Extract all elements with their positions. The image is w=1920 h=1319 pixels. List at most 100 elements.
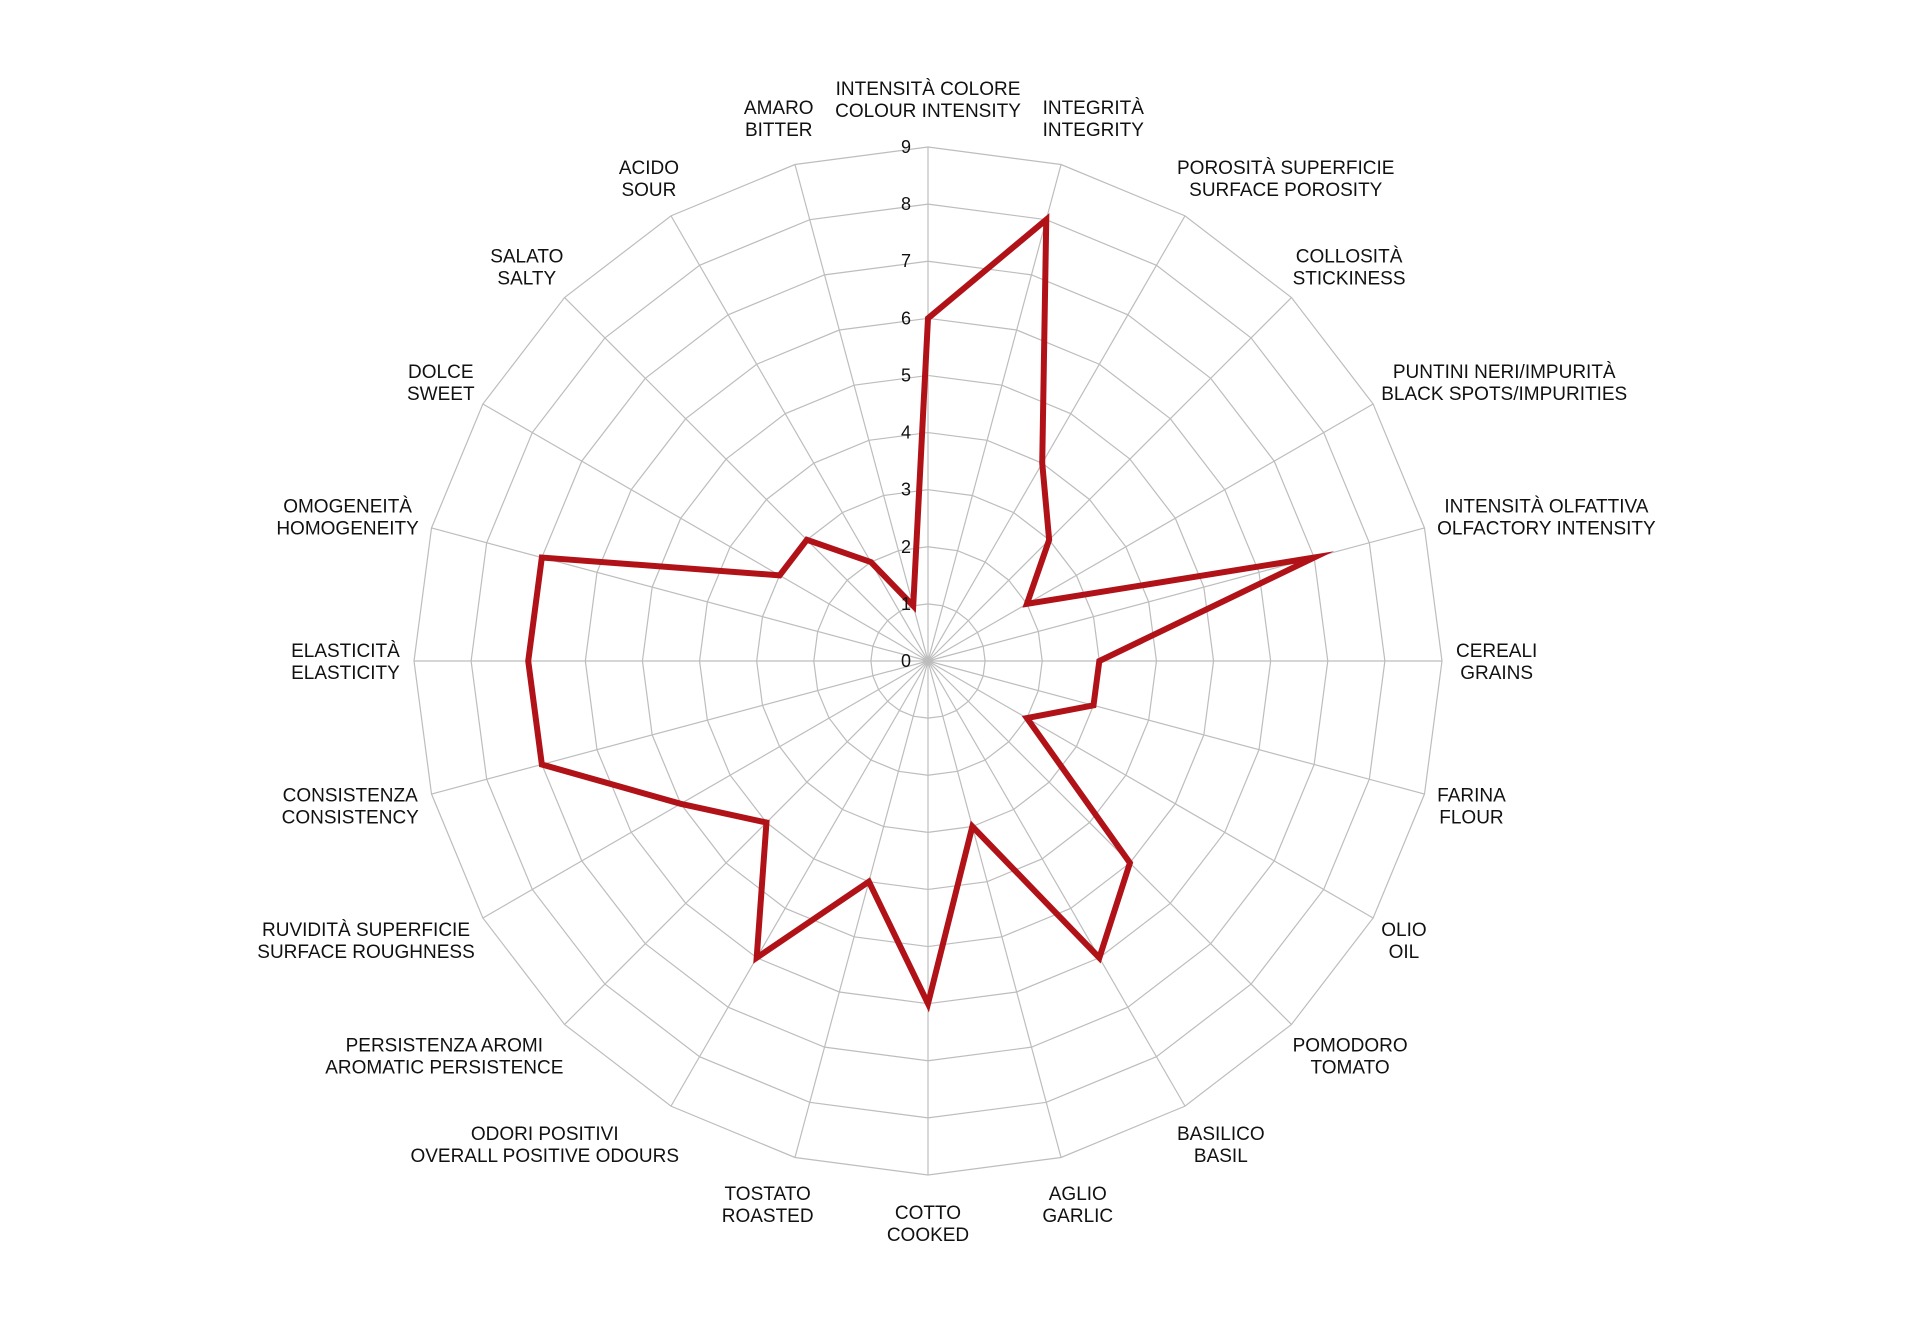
grid-spoke-22 <box>671 216 928 661</box>
axis-label-line: STICKINESS <box>1293 268 1406 289</box>
series-layer <box>528 220 1314 1004</box>
axis-label-line: SURFACE ROUGHNESS <box>257 942 474 963</box>
axis-label-line: AGLIO <box>1049 1184 1107 1205</box>
grid-spoke-13 <box>795 661 928 1157</box>
axis-label-line: OIL <box>1389 942 1420 963</box>
tick-label-6: 6 <box>901 308 911 328</box>
axis-label-line: FLOUR <box>1439 807 1503 828</box>
axis-label-line: DOLCE <box>408 362 473 383</box>
axis-label-line: ELASTICITÀ <box>291 641 400 662</box>
axis-label-line: BITTER <box>745 120 813 141</box>
grid-spoke-19 <box>432 528 928 661</box>
grid-layer <box>414 147 1442 1175</box>
grid-spoke-8 <box>928 661 1373 918</box>
axis-label-line: CONSISTENZA <box>283 785 418 806</box>
tick-label-4: 4 <box>901 423 911 443</box>
axis-label-line: COLLOSITÀ <box>1296 246 1403 267</box>
tick-label-1: 1 <box>901 594 911 614</box>
axis-label-line: BASIL <box>1194 1146 1248 1167</box>
tick-label-0: 0 <box>901 651 911 671</box>
axis-label-line: PUNTINI NERI/IMPURITÀ <box>1393 362 1616 383</box>
grid-spoke-3 <box>928 298 1291 661</box>
axis-label-line: OMOGENEITÀ <box>283 497 412 518</box>
tick-label-9: 9 <box>901 137 911 157</box>
grid-spoke-9 <box>928 661 1291 1024</box>
axis-label-line: INTEGRITY <box>1043 120 1145 141</box>
axis-label-line: BASILICO <box>1177 1124 1265 1145</box>
grid-spoke-23 <box>795 165 928 661</box>
grid-spoke-15 <box>565 661 928 1024</box>
axis-label-line: SURFACE POROSITY <box>1189 180 1383 201</box>
axis-label-line: INTENSITÀ COLORE <box>836 79 1021 100</box>
grid-spoke-5 <box>928 528 1424 661</box>
axis-label-line: POMODORO <box>1293 1036 1408 1057</box>
grid-spoke-4 <box>928 404 1373 661</box>
tick-label-8: 8 <box>901 194 911 214</box>
axis-label-line: OLIO <box>1381 920 1426 941</box>
axis-label-line: PERSISTENZA AROMI <box>346 1036 543 1057</box>
axis-label-line: INTEGRITÀ <box>1043 98 1145 119</box>
axis-label-line: SALTY <box>497 268 556 289</box>
axis-label-line: ODORI POSITIVI <box>471 1124 619 1145</box>
axis-label-line: SWEET <box>407 384 475 405</box>
axis-label-line: CONSISTENCY <box>282 807 420 828</box>
axis-label-line: INTENSITÀ OLFATTIVA <box>1444 497 1648 518</box>
axis-label-line: COTTO <box>895 1203 961 1224</box>
grid-spoke-17 <box>432 661 928 794</box>
axis-label-line: ROASTED <box>722 1206 814 1227</box>
axis-label-line: SALATO <box>490 246 563 267</box>
axis-label-line: HOMOGENEITY <box>276 519 419 540</box>
tick-label-7: 7 <box>901 251 911 271</box>
axis-label-line: AROMATIC PERSISTENCE <box>325 1058 563 1079</box>
axis-label-line: OVERALL POSITIVE ODOURS <box>410 1146 679 1167</box>
grid-spoke-20 <box>483 404 928 661</box>
axis-label-line: COLOUR INTENSITY <box>835 101 1021 122</box>
axis-label-line: POROSITÀ SUPERFICIE <box>1177 158 1394 179</box>
tick-label-2: 2 <box>901 537 911 557</box>
axis-label-line: GRAINS <box>1460 663 1533 684</box>
axis-label-line: SOUR <box>621 180 676 201</box>
series-line-0 <box>528 220 1314 1004</box>
tick-label-3: 3 <box>901 480 911 500</box>
axis-label-line: OLFACTORY INTENSITY <box>1437 519 1656 540</box>
axis-label-line: CEREALI <box>1456 641 1537 662</box>
axis-label-line: RUVIDITÀ SUPERFICIE <box>262 920 470 941</box>
axis-label-line: COOKED <box>887 1225 969 1246</box>
grid-spoke-14 <box>671 661 928 1106</box>
grid-spoke-21 <box>565 298 928 661</box>
axis-label-line: GARLIC <box>1042 1206 1113 1227</box>
grid-spoke-16 <box>483 661 928 918</box>
axis-label-line: TOSTATO <box>725 1184 811 1205</box>
tick-label-5: 5 <box>901 365 911 385</box>
axis-label-line: FARINA <box>1437 785 1506 806</box>
axis-label-line: TOMATO <box>1311 1058 1390 1079</box>
axis-label-line: BLACK SPOTS/IMPURITIES <box>1381 384 1627 405</box>
axis-label-line: AMARO <box>744 98 814 119</box>
